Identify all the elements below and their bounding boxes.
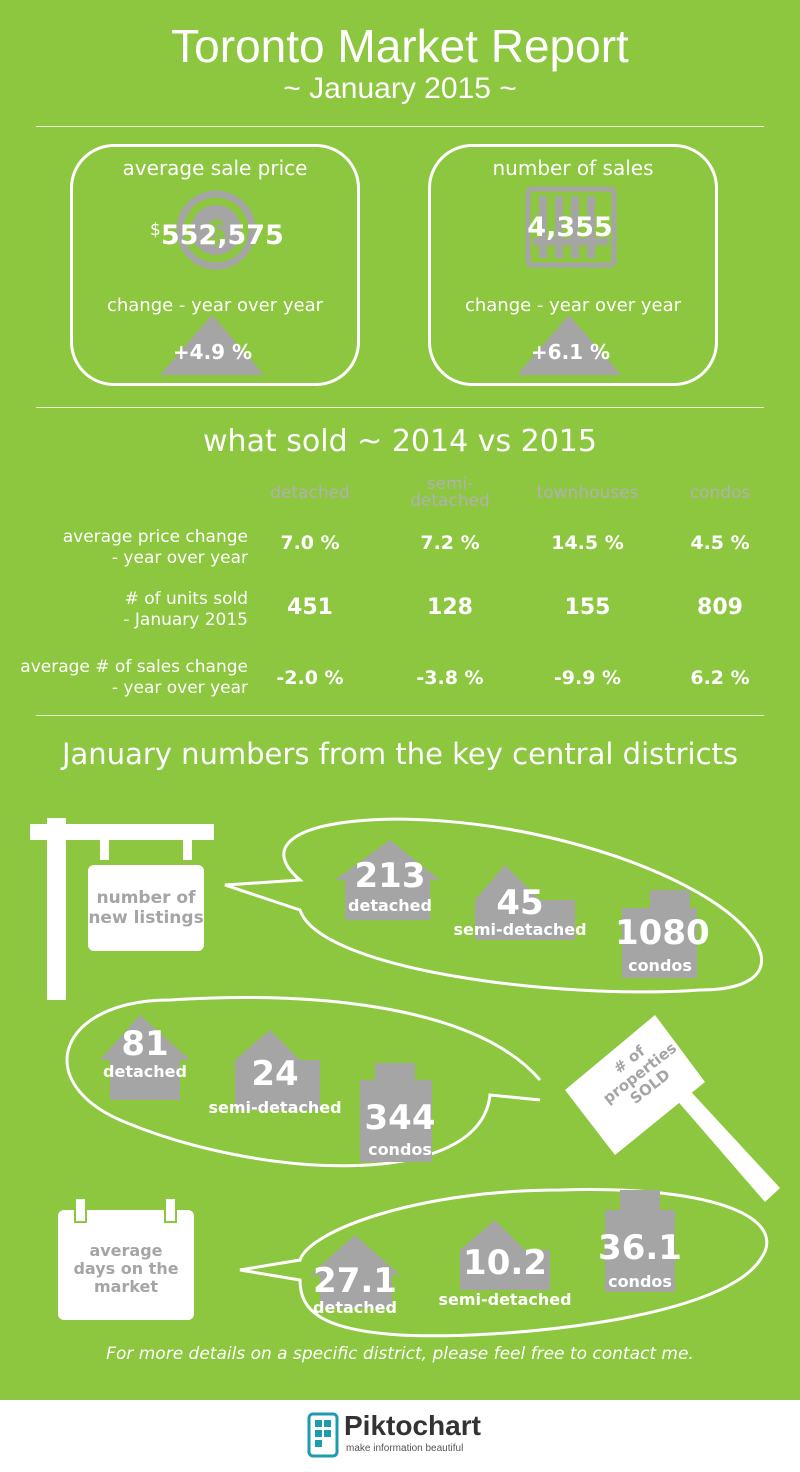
col-header-townhouses: townhouses [536, 483, 639, 503]
sold-semi-label: semi-detached [208, 1098, 342, 1117]
table-cell: 451 [287, 595, 333, 620]
table-cell: 14.5 % [551, 532, 624, 554]
dollar-coin-icon: $ [176, 190, 256, 270]
house-icon [100, 1015, 190, 1100]
speech-bubble-outline [65, 996, 542, 1168]
svg-text:$: $ [205, 212, 227, 250]
days-semi-value: 10.2 [463, 1243, 547, 1283]
listings-label: number of new listings [88, 888, 204, 928]
up-arrow-icon [160, 315, 264, 375]
abacus-icon [525, 186, 617, 268]
sold-semi-value: 24 [251, 1054, 299, 1094]
col-header-semi-detached: semi- detached [410, 474, 490, 511]
row-label-units-sold: # of units sold - January 2015 [123, 589, 248, 630]
house-icon [335, 840, 440, 920]
listings-detached-label: detached [348, 896, 432, 915]
table-cell: 155 [564, 595, 611, 620]
table-cell: 7.0 % [280, 532, 340, 554]
days-detached-label: detached [313, 1298, 397, 1317]
table-cell: 809 [697, 595, 743, 620]
divider [36, 126, 764, 127]
sold-detached-value: 81 [121, 1024, 169, 1064]
building-icon [605, 1190, 675, 1292]
row-label-sales-change: average # of sales change - year over ye… [20, 657, 248, 698]
days-semi-label: semi-detached [438, 1290, 572, 1309]
listings-board [88, 865, 204, 951]
speech-bubble-outline [224, 817, 763, 994]
piktochart-logo-icon [307, 1412, 339, 1458]
listings-semi-value: 45 [496, 883, 544, 923]
footer-text: For more details on a specific district,… [106, 1344, 694, 1364]
page-title: Toronto Market Report [171, 20, 629, 72]
sold-condos-label: condos [368, 1140, 432, 1159]
currency-symbol: $ [150, 220, 161, 240]
building-icon [360, 1063, 432, 1162]
brand-tagline: make information beautiful [346, 1443, 464, 1454]
table-cell: 4.5 % [690, 532, 750, 554]
num-sales-change: +6.1 % [530, 340, 611, 364]
table-cell: 6.2 % [690, 667, 750, 689]
semi-detached-house-icon [235, 1030, 320, 1110]
avg-price-card [70, 144, 360, 386]
speech-bubble-outline [239, 1188, 769, 1338]
days-condos-value: 36.1 [598, 1228, 682, 1268]
brand-footer [0, 1400, 800, 1472]
num-sales-change-label: change - year over year [464, 295, 682, 316]
sold-condos-value: 344 [364, 1098, 436, 1138]
divider [36, 715, 764, 716]
num-sales-card [428, 144, 718, 386]
listings-semi-label: semi-detached [453, 920, 587, 939]
what-sold-title: what sold ~ 2014 vs 2015 [203, 424, 597, 459]
avg-price-label: average sale price [122, 156, 308, 180]
table-cell: 128 [427, 595, 473, 620]
listings-condos-value: 1080 [615, 913, 710, 953]
signpost-icon [30, 818, 214, 1000]
house-icon [310, 1235, 400, 1308]
table-cell: 7.2 % [420, 532, 480, 554]
up-arrow-icon [517, 315, 621, 375]
days-label: average days on the market [73, 1241, 179, 1296]
days-detached-value: 27.1 [313, 1261, 397, 1301]
listings-condos-label: condos [628, 956, 692, 975]
table-cell: -3.8 % [416, 667, 484, 689]
col-header-detached: detached [270, 483, 350, 503]
building-icon [622, 890, 697, 978]
brand-name: Piktochart [344, 1410, 481, 1441]
avg-price-number: 552,575 [160, 220, 284, 251]
avg-price-value: $552,575 [150, 220, 284, 251]
num-sales-value: 4,355 [527, 212, 613, 243]
semi-detached-house-icon [475, 865, 575, 940]
semi-detached-house-icon [460, 1220, 550, 1290]
col-header-condos: condos [689, 483, 751, 503]
row-label-avg-price-change: average price change - year over year [62, 527, 248, 568]
days-condos-label: condos [608, 1272, 672, 1291]
table-cell: -9.9 % [553, 667, 622, 689]
districts-title: January numbers from the key central dis… [61, 737, 739, 771]
calendar-icon [58, 1197, 194, 1320]
num-sales-label: number of sales [492, 156, 654, 180]
page-subtitle: ~ January 2015 ~ [283, 72, 517, 105]
avg-price-change-label: change - year over year [106, 295, 324, 316]
sold-sign-icon [565, 1015, 780, 1202]
divider [36, 407, 764, 408]
table-cell: -2.0 % [276, 667, 344, 689]
listings-detached-value: 213 [354, 856, 426, 896]
districts-illustration [30, 817, 780, 1338]
avg-price-change: +4.9 % [172, 340, 253, 364]
sold-detached-label: detached [103, 1062, 187, 1081]
